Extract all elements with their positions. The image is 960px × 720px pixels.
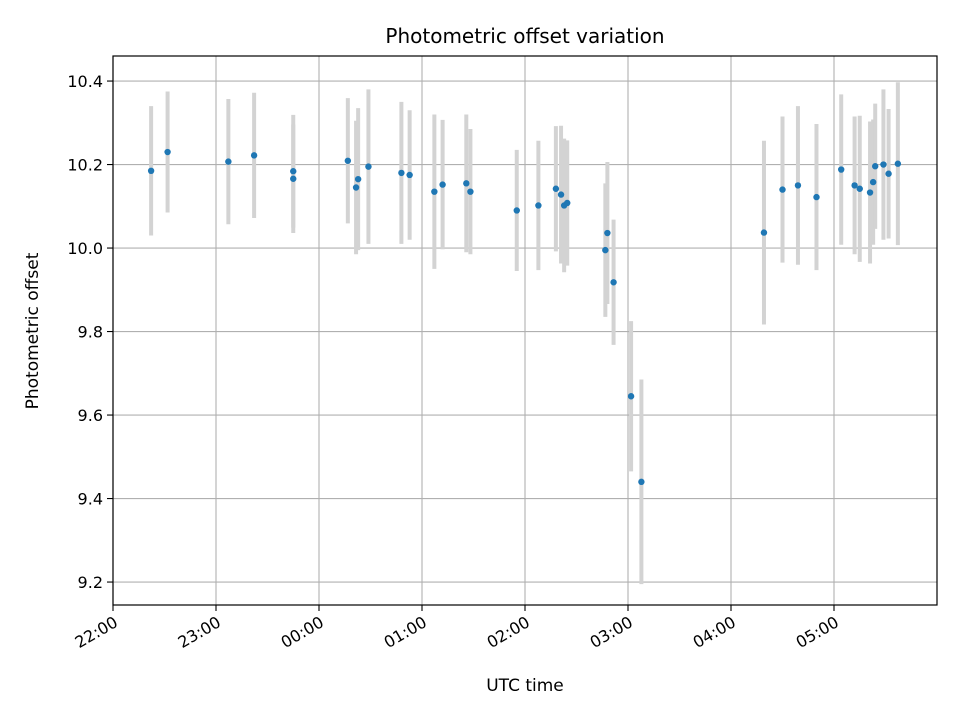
data-point: [352, 184, 360, 191]
data-point: [838, 166, 845, 173]
chart-title: Photometric offset variation: [385, 24, 664, 48]
data-point: [866, 189, 874, 196]
y-tick-label: 10.2: [67, 156, 103, 175]
data-point: [398, 169, 405, 177]
data-point: [147, 167, 155, 175]
data-point: [851, 182, 858, 189]
data-points: [147, 148, 902, 486]
x-axis-label: UTC time: [486, 676, 564, 696]
data-point: [602, 246, 609, 254]
data-point: [535, 202, 542, 209]
data-point: [354, 175, 362, 183]
data-point: [794, 182, 802, 189]
data-point: [869, 178, 877, 186]
data-point: [225, 158, 232, 165]
data-point: [344, 157, 352, 164]
y-axis-label: Photometric offset: [23, 252, 43, 409]
data-point: [431, 188, 438, 195]
data-point: [638, 478, 645, 486]
data-point: [813, 193, 820, 201]
data-point: [164, 148, 171, 156]
data-point: [406, 171, 413, 179]
data-point: [463, 180, 470, 187]
data-point: [894, 160, 902, 167]
y-tick-label: 9.2: [78, 573, 103, 592]
data-point: [604, 229, 611, 237]
data-point: [872, 163, 879, 170]
y-tick-label: 10.4: [67, 72, 103, 91]
data-point: [552, 185, 560, 192]
data-point: [564, 199, 571, 207]
data-point: [627, 393, 635, 400]
y-tick-label: 10.0: [67, 239, 103, 258]
data-point: [290, 175, 297, 182]
data-point: [365, 163, 372, 170]
data-point: [557, 191, 565, 198]
data-point: [779, 186, 786, 193]
data-point: [467, 188, 474, 195]
data-point: [250, 152, 258, 159]
data-point: [439, 181, 446, 188]
y-tick-label: 9.8: [78, 323, 103, 342]
data-point: [610, 279, 617, 286]
y-tick-label: 9.6: [78, 406, 103, 425]
data-point: [885, 170, 892, 177]
data-point: [880, 161, 887, 168]
data-point: [760, 229, 768, 236]
data-point: [513, 207, 520, 214]
data-point: [856, 185, 863, 192]
y-tick-label: 9.4: [78, 490, 103, 509]
y-axis-ticks: 9.2 9.4 9.6 9.8 10.0 10.2 10.4: [67, 72, 113, 592]
data-point: [290, 168, 297, 175]
